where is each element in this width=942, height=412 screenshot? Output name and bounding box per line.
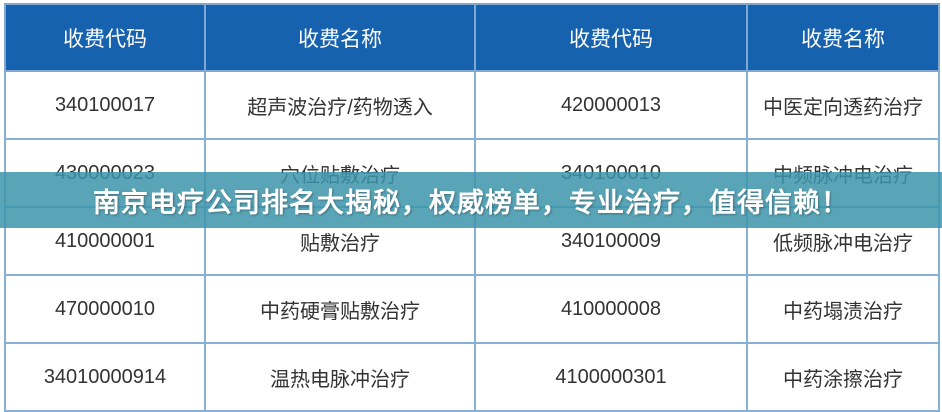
fee-code-cell: 410000008 <box>474 274 748 344</box>
table-row: 34010000914 温热电脉冲治疗 4100000301 中药涂擦治疗 <box>4 342 940 412</box>
fee-code-cell: 340100017 <box>4 70 206 140</box>
header-row: 收费代码 收费名称 收费代码 收费名称 <box>4 3 940 72</box>
fee-name-cell: 温热电脉冲治疗 <box>204 342 476 412</box>
header-cell: 收费名称 <box>746 3 940 72</box>
fee-name-cell: 中药塌渍治疗 <box>746 274 940 344</box>
title-banner: 南京电疗公司排名大揭秘，权威榜单，专业治疗，值得信赖！ <box>0 172 942 228</box>
table-row: 340100017 超声波治疗/药物透入 420000013 中医定向透药治疗 <box>4 70 940 140</box>
fee-code-cell: 34010000914 <box>4 342 206 412</box>
fee-code-cell: 470000010 <box>4 274 206 344</box>
fee-table: 收费代码 收费名称 收费代码 收费名称 340100017 超声波治疗/药物透入 4… <box>4 3 940 412</box>
header-cell: 收费名称 <box>204 3 476 72</box>
fee-name-cell: 中药硬膏贴敷治疗 <box>204 274 476 344</box>
fee-name-cell: 超声波治疗/药物透入 <box>204 70 476 140</box>
table-row: 470000010 中药硬膏贴敷治疗 410000008 中药塌渍治疗 <box>4 274 940 344</box>
fee-name-cell: 中药涂擦治疗 <box>746 342 940 412</box>
header-cell: 收费代码 <box>4 3 206 72</box>
fee-code-cell: 4100000301 <box>474 342 748 412</box>
fee-name-cell: 中医定向透药治疗 <box>746 70 940 140</box>
header-cell: 收费代码 <box>474 3 748 72</box>
banner-title: 南京电疗公司排名大揭秘，权威榜单，专业治疗，值得信赖！ <box>93 187 849 218</box>
fee-code-cell: 420000013 <box>474 70 748 140</box>
